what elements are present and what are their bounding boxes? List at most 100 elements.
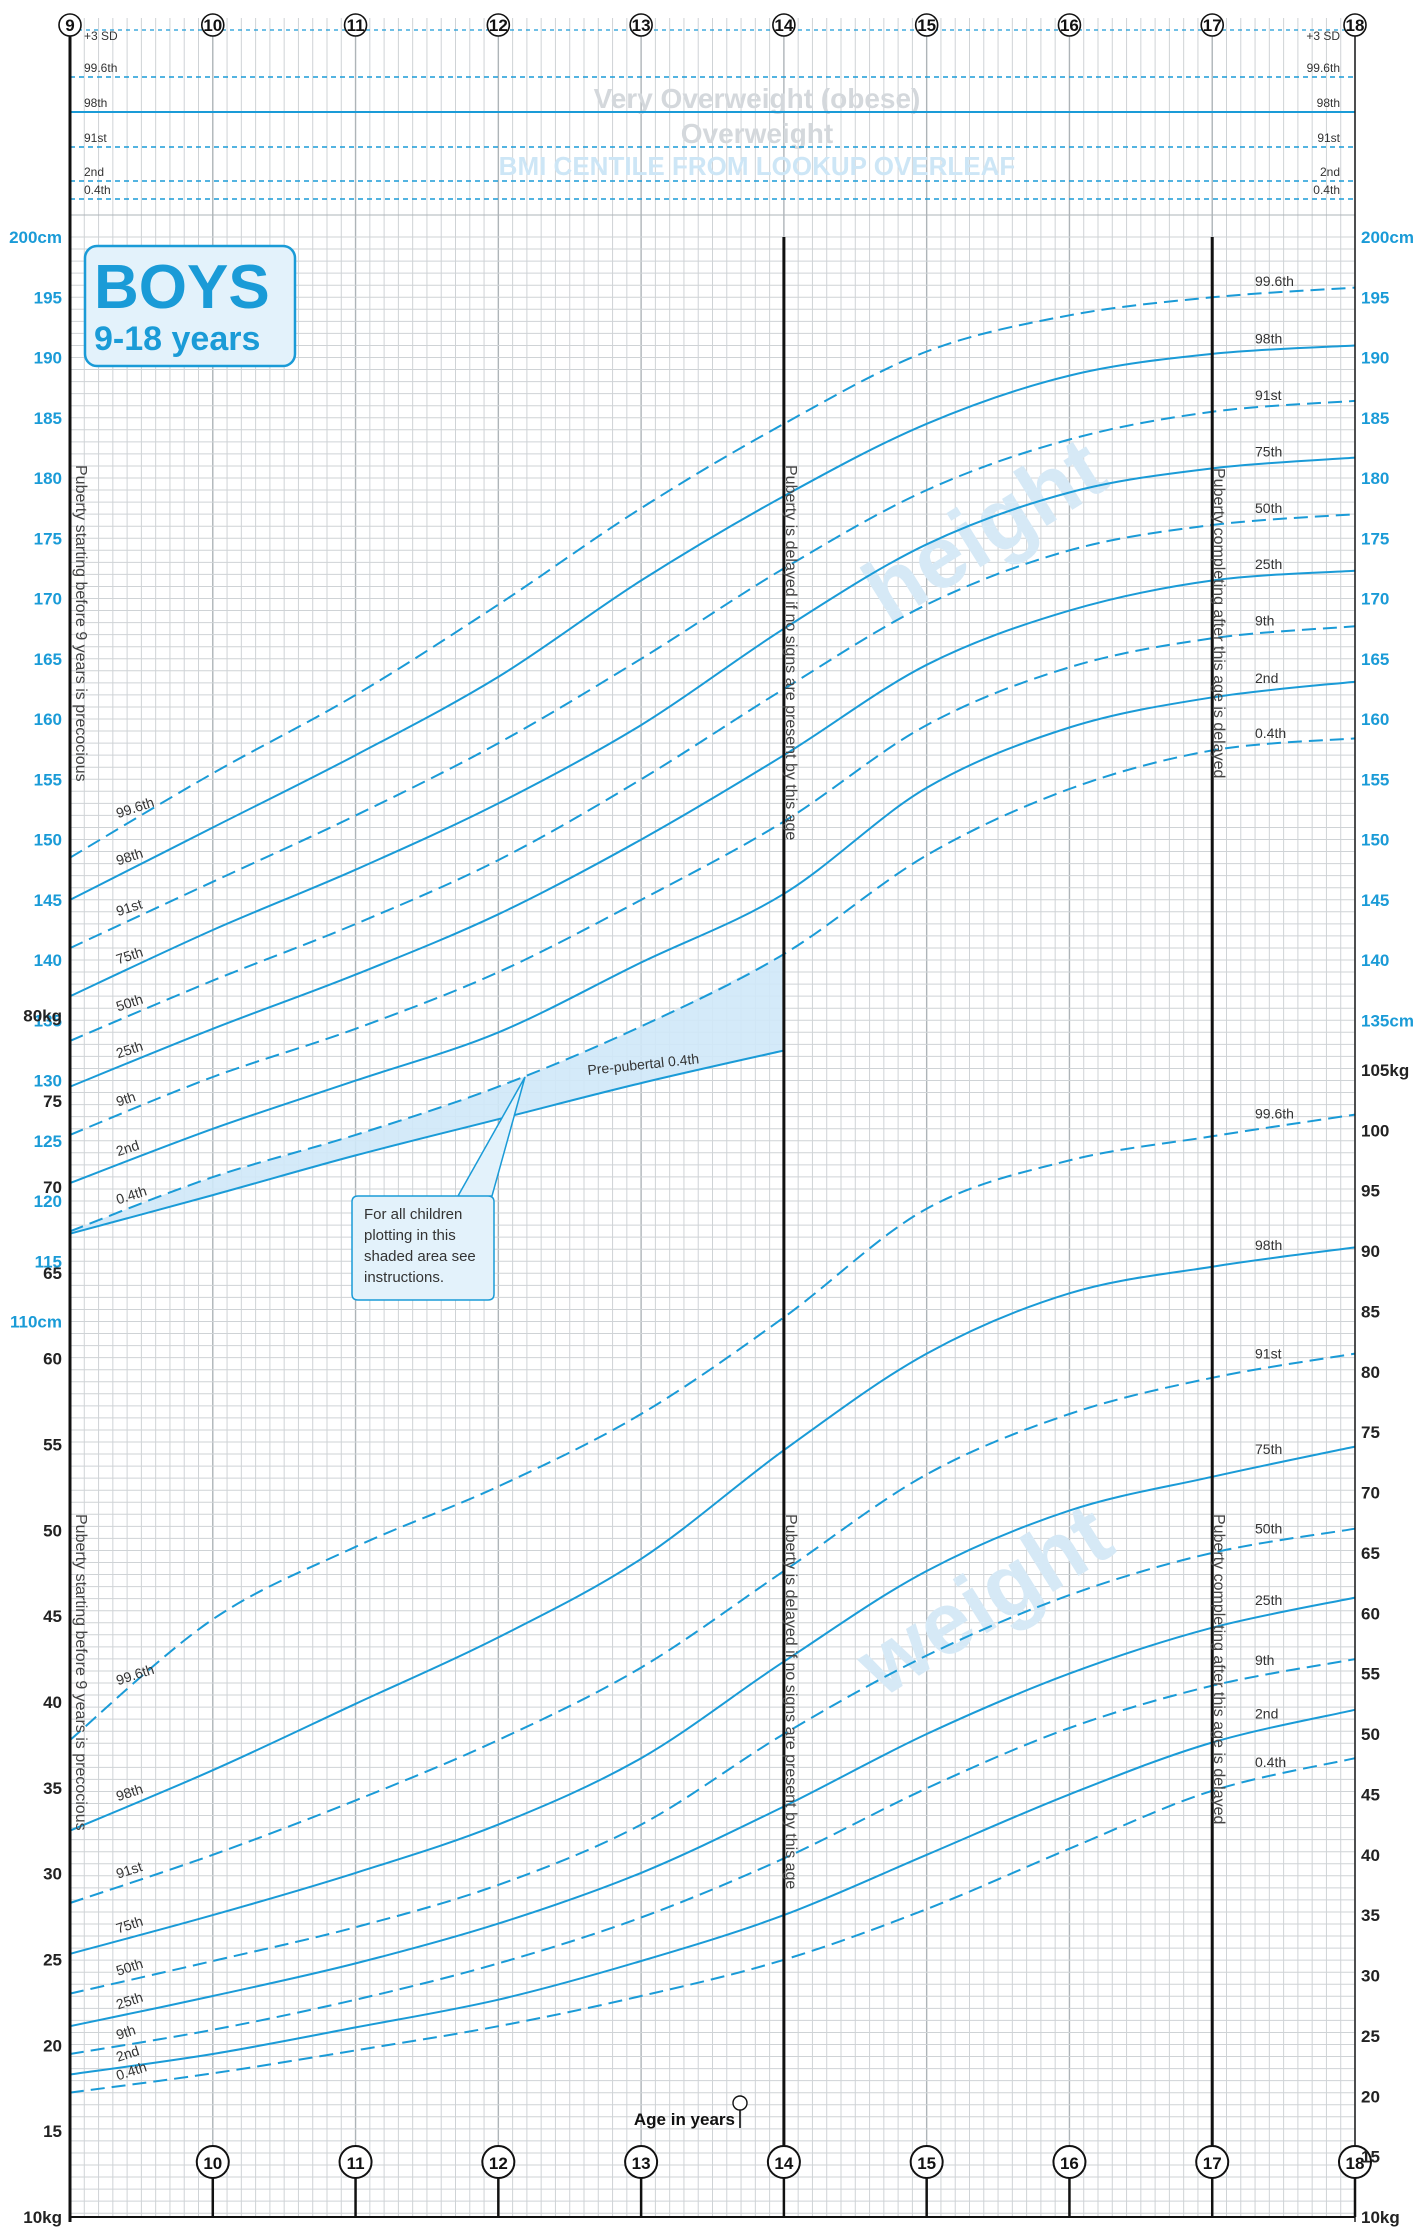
weight-label-left: 50th [114,1955,145,1979]
height-curve-75th [69,456,1356,998]
age-marker-top [58,13,82,37]
title-box: BOYS 9-18 years [83,244,297,368]
annotations: Puberty starting before 9 years is preco… [72,465,1227,1889]
age-label-top: 15 [917,16,936,35]
age-label-top: 9 [65,16,74,35]
weight-tick-left: 60 [43,1350,62,1369]
height-tick-left: 110cm [10,1313,62,1332]
bmi-line-label-left: 98th [84,96,107,110]
age-label-top: 11 [347,16,365,35]
weight-label-left: 2nd [114,2042,141,2064]
puberty-delayed-14-note-weight: Puberty is delayed if no signs are prese… [782,1514,799,1889]
height-tick-left: 150 [34,831,62,850]
height-label-left: 2nd [114,1137,141,1159]
age-marker-bottom [338,2145,373,2179]
height-tick-right: 175 [1361,529,1389,548]
weight-curve-50th [69,1527,1356,1995]
puberty-delayed-14-note-height: Puberty is delayed if no signs are prese… [782,465,799,840]
age-marker-top [1057,13,1082,37]
height-tick-left: 130 [34,1072,62,1091]
age-label-top: 14 [774,16,793,35]
title-main: BOYS [94,253,270,322]
weight-label-right: 0.4th [1255,1754,1286,1770]
age-label-bottom: 14 [774,2154,793,2173]
weight-tick-left: 75 [43,1092,62,1111]
puberty-delayed-17-note-weight: Puberty completing after this age is del… [1210,1514,1227,1824]
puberty-delayed-17-note-height: Puberty completing after this age is del… [1210,468,1227,778]
age-label-bottom: 16 [1060,2154,1079,2173]
weight-tick-right: 10kg [1361,2208,1400,2227]
weight-tick-right: 50 [1361,1725,1380,1744]
weight-curve-91st [69,1352,1356,1904]
height-tick-right: 195 [1361,288,1389,307]
height-tick-right: 135cm [1361,1011,1414,1030]
height-curve-25th [69,569,1356,1088]
weight-tick-right: 70 [1361,1484,1380,1503]
weight-tick-left: 70 [43,1178,62,1197]
age-axis-title: Age in years [634,2110,735,2129]
height-curve-91st [69,399,1356,950]
bmi-line-label-left: 99.6th [84,61,117,75]
height-label-left: 98th [114,845,145,869]
height-tick-right: 160 [1361,710,1389,729]
weight-tick-right: 90 [1361,1242,1380,1261]
height-tick-right: 155 [1361,770,1389,789]
height-label-right: 75th [1255,443,1282,459]
weight-curve-2nd [69,1708,1356,2076]
height-tick-left: 155 [34,770,62,789]
height-curve-2nd [69,680,1356,1185]
bmi-heading-overweight: Overweight [681,118,833,149]
height-label-left: 99.6th [114,794,156,821]
age-label-top: 18 [1346,16,1365,35]
callout-line-3: shaded area see [364,1248,476,1265]
bmi-line-label-left: 2nd [84,165,104,179]
height-tick-left: 135 [34,1011,62,1030]
height-tick-left: 165 [34,650,62,669]
age-label-bottom: 12 [489,2154,508,2173]
weight-label-left: 75th [114,1913,145,1937]
age-marker-bottom [1195,2145,1230,2179]
age-marker-top [1200,13,1225,37]
height-tick-right: 170 [1361,590,1389,609]
weight-curve-25th [69,1596,1356,2028]
height-label-left: 91st [114,896,144,919]
bmi-heading-obese: Very Overweight (obese) [594,83,921,114]
age-marker-bottom [1052,2145,1087,2179]
weight-tick-left: 15 [43,2122,62,2141]
age-marker-bottom [481,2145,516,2179]
height-label-left: 9th [114,1088,137,1109]
height-tick-left: 125 [34,1132,62,1151]
height-tick-right: 145 [1361,891,1389,910]
height-tick-right: 140 [1361,951,1389,970]
weight-label-right: 75th [1255,1441,1282,1457]
weight-tick-left: 30 [43,1865,62,1884]
weight-label-right: 50th [1255,1521,1282,1537]
height-label-right: 98th [1255,330,1282,346]
weight-curve-98th [69,1246,1356,1832]
height-label-right: 91st [1255,387,1282,403]
weight-label-right: 91st [1255,1346,1282,1362]
weight-tick-right: 20 [1361,2087,1380,2106]
weight-label-right: 9th [1255,1652,1274,1668]
callout-line-1: For all children [364,1206,462,1223]
weight-tick-left: 10kg [23,2208,62,2227]
title-sub: 9-18 years [94,320,260,358]
weight-curve-0-4th [69,1757,1356,2094]
age-marker-top [486,13,511,37]
callout-line-4: instructions. [364,1269,444,1286]
age-label-bottom: 13 [632,2154,651,2173]
axis-labels: 9 10 10 11 11 12 12 13 13 14 14 15 15 16 16 17 17 18 18 Age… [9,13,1414,2227]
age-label-bottom: 10 [203,2154,222,2173]
bmi-line-label-left: 91st [84,131,107,145]
weight-label-left: 98th [114,1780,145,1804]
bmi-sd-label-right: +3 SD [1306,29,1340,43]
height-curve-0-4th [69,737,1356,1233]
weight-tick-left: 55 [43,1436,62,1455]
bmi-line-label-right: 98th [1317,96,1340,110]
bmi-section: Very Overweight (obese) Overweight BMI C… [70,29,1355,216]
age-marker-bottom [1338,2145,1372,2179]
prepubertal-shaded-area [70,954,784,1234]
weight-tick-left: 40 [43,1693,62,1712]
chart-grid [69,18,1356,2217]
